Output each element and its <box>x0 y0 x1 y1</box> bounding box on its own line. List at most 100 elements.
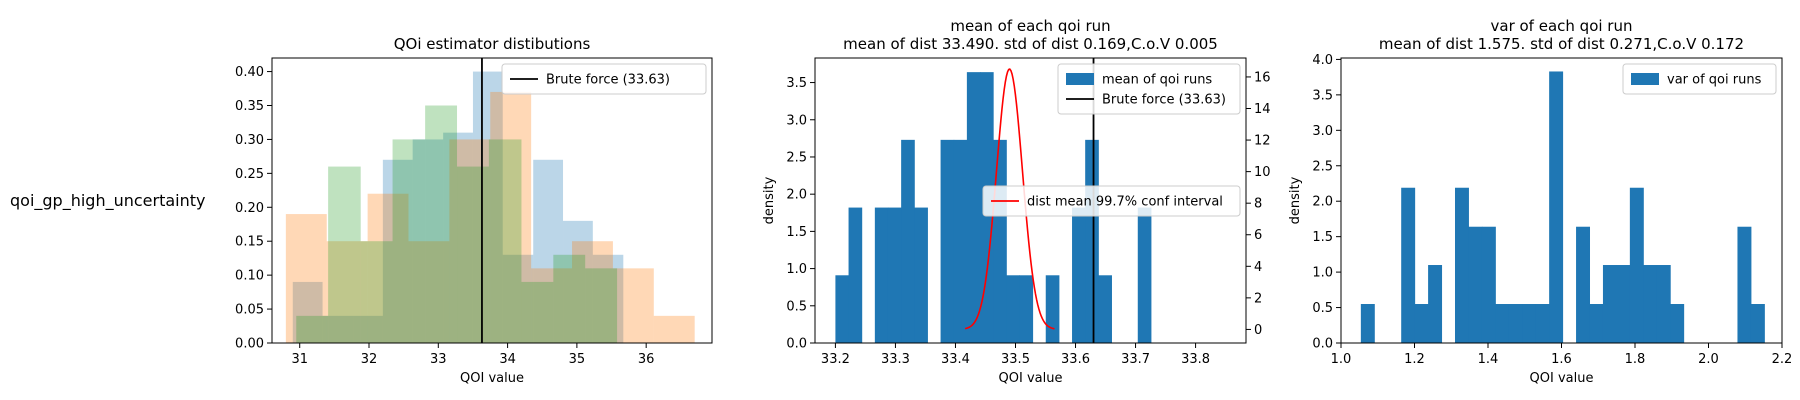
x-tick-label: 1.8 <box>1625 352 1646 367</box>
histogram-bar <box>1522 304 1537 343</box>
histogram-bar-series-3 <box>392 139 426 343</box>
histogram-bar <box>1019 275 1034 343</box>
y-tick-label: 2.0 <box>786 188 807 203</box>
histogram-bar-series-3 <box>488 139 522 343</box>
histogram-bar <box>1045 275 1060 343</box>
confidence-interval-curve <box>964 68 1055 330</box>
y2-tick-label: 6 <box>1254 228 1262 243</box>
histogram-bar-series-3 <box>296 315 329 343</box>
histogram-bar-series-3 <box>457 166 489 343</box>
histogram-bar <box>1549 71 1564 343</box>
histogram-bar <box>1481 226 1496 343</box>
x-tick-label: 32 <box>361 352 378 367</box>
histogram-bar <box>940 139 955 343</box>
histogram-bar-series-3 <box>328 166 361 343</box>
y-tick-label: 4.0 <box>1312 53 1333 68</box>
y2-tick-label: 2 <box>1254 291 1262 306</box>
x-tick-label: 33.3 <box>881 352 910 367</box>
histogram-bar-series-3 <box>425 105 458 343</box>
histogram-bar-series-1 <box>412 139 444 343</box>
legend-frame <box>1622 63 1777 95</box>
x-tick-label: 1.2 <box>1404 352 1425 367</box>
y-tick-label: 0.35 <box>235 99 264 114</box>
histogram-bar-series-2 <box>367 193 409 343</box>
y2-tick-label: 0 <box>1254 323 1262 338</box>
x-tick-label: 35 <box>569 352 586 367</box>
legend-label: mean of qoi runs <box>1102 73 1212 88</box>
histogram-bar <box>1750 304 1765 343</box>
histogram-bar <box>1414 304 1429 343</box>
histogram-bar-series-3 <box>360 241 393 343</box>
y-tick-label: 0.20 <box>235 201 264 216</box>
estimator-distributions-chart: 31 32 33 34 35 36 0.00 0.05 0.10 0.15 0.20 0.25 0.30… <box>235 35 713 386</box>
legend-frame <box>501 63 707 95</box>
histogram-bar <box>1098 275 1112 343</box>
x-axis-label: QOI value <box>999 371 1063 386</box>
histogram-bar <box>1508 304 1523 343</box>
var-of-runs-chart: 1.0 1.2 1.4 1.6 1.8 2.0 2.2 0.0 0.5 1.0 1.5 2.0 2.5 3… <box>1288 17 1792 386</box>
row-label: qoi_gp_high_uncertainty <box>10 191 206 211</box>
histogram-bar <box>901 139 915 343</box>
legend-swatch <box>1631 73 1659 85</box>
mean-of-runs-chart: 33.2 33.3 33.4 33.5 33.6 33.7 33.8 0.0 0.5 1.0 1.5… <box>762 17 1271 386</box>
x-tick-label: 33.5 <box>1001 352 1030 367</box>
histogram-bar <box>1137 207 1152 343</box>
legend-frame <box>1057 63 1241 115</box>
histogram-bar <box>1006 275 1020 343</box>
y-tick-label: 0.5 <box>1312 301 1333 316</box>
x-tick-label: 33.6 <box>1061 352 1090 367</box>
y-tick-label: 0.05 <box>235 303 264 318</box>
histogram-bar <box>1535 304 1550 343</box>
x-tick-label: 33 <box>430 352 447 367</box>
histogram-bar-series-1 <box>472 71 503 344</box>
chart-subtitle: mean of dist 33.490. std of dist 0.169,C… <box>843 35 1218 53</box>
histogram-bar <box>874 207 889 343</box>
legend-conf-label: dist mean 99.7% conf interval <box>1027 195 1223 210</box>
chart-title: var of each qoi run <box>1491 17 1633 35</box>
histogram-bar <box>1428 265 1443 343</box>
x-tick-label: 34 <box>499 352 516 367</box>
y-tick-label: 3.0 <box>786 113 807 128</box>
histogram-bar <box>848 207 863 343</box>
histogram-bar <box>887 207 902 343</box>
histogram-bar <box>1454 187 1469 343</box>
y-tick-label: 1.5 <box>786 225 807 240</box>
x-tick-label: 33.4 <box>941 352 970 367</box>
histogram-bar <box>1616 265 1631 343</box>
x-axis-label: QOI value <box>1530 371 1594 386</box>
histogram-bar-series-1 <box>563 220 593 343</box>
y-tick-label: 1.5 <box>1312 230 1333 245</box>
histogram-bar <box>1085 139 1099 343</box>
histogram-bar-series-1 <box>382 159 413 343</box>
chart-title: mean of each qoi run <box>950 17 1110 35</box>
histogram-bar-series-2 <box>449 139 491 343</box>
histogram-bar <box>1629 187 1644 343</box>
x-tick-label: 33.2 <box>821 352 850 367</box>
histogram-bar-series-2 <box>285 214 327 343</box>
y-tick-label: 2.5 <box>1312 159 1333 174</box>
histogram-bar-series-2 <box>653 315 695 343</box>
y-tick-label: 1.0 <box>1312 266 1333 281</box>
x-tick-label: 33.7 <box>1121 352 1150 367</box>
y-axis-label: density <box>1288 176 1303 224</box>
histogram-bar-series-1 <box>322 315 354 343</box>
y-tick-label: 3.0 <box>1312 124 1333 139</box>
histogram-bar <box>1072 207 1086 343</box>
histogram-bar <box>966 72 981 344</box>
x-tick-label: 1.0 <box>1331 352 1352 367</box>
axes-frame <box>814 57 1247 344</box>
histogram-bar-series-1 <box>502 254 534 343</box>
legend-label: var of qoi runs <box>1667 73 1762 88</box>
histogram-bar-series-3 <box>553 254 586 343</box>
histogram-bar <box>1576 226 1591 343</box>
histogram-bar <box>993 139 1007 343</box>
y2-tick-label: 4 <box>1254 260 1262 275</box>
x-tick-label: 1.4 <box>1478 352 1499 367</box>
y2-tick-label: 12 <box>1254 134 1271 149</box>
x-tick-label: 31 <box>291 352 308 367</box>
y2-tick-label: 10 <box>1254 165 1271 180</box>
y-tick-label: 3.5 <box>786 76 807 91</box>
y-tick-label: 0.15 <box>235 235 264 250</box>
x-tick-label: 1.6 <box>1551 352 1572 367</box>
